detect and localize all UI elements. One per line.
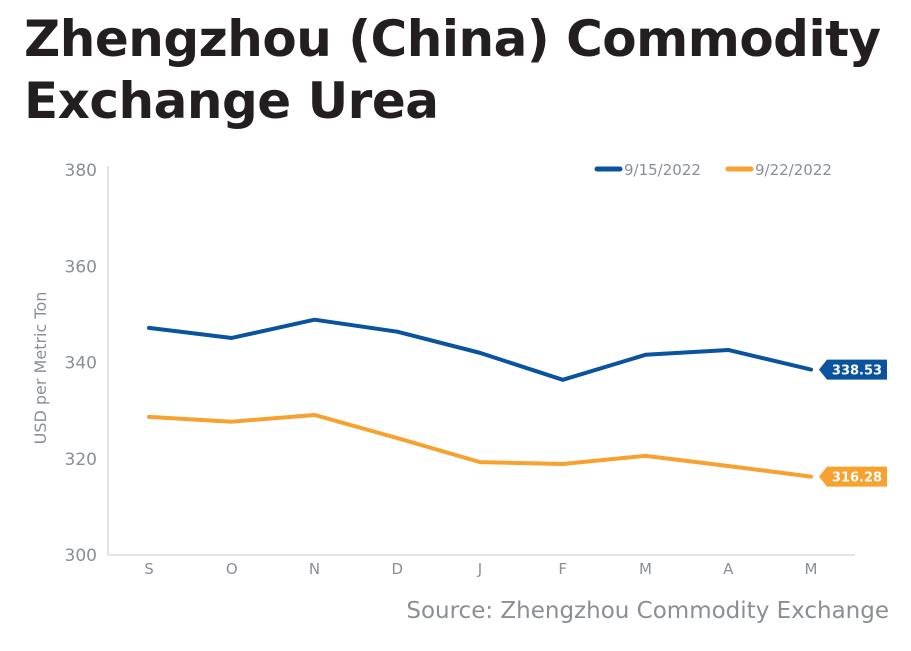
series-lines <box>147 317 813 479</box>
end-label-0: 338.53 <box>819 359 887 380</box>
end-label-text: 316.28 <box>832 471 882 486</box>
end-label-box <box>819 466 887 487</box>
x-tick-label: J <box>477 560 482 578</box>
end-label-1: 316.28 <box>819 466 887 487</box>
y-tick-label: 360 <box>65 257 97 277</box>
x-tick-label: A <box>723 560 734 578</box>
end-value-labels: 338.53 316.28 <box>819 359 887 487</box>
x-tick-label: F <box>558 560 567 578</box>
y-tick-label: 340 <box>65 354 97 374</box>
source-note: Source: Zhengzhou Commodity Exchange <box>406 598 889 624</box>
legend-label: 9/22/2022 <box>755 161 832 179</box>
chart-title: Zhengzhou (China) Commodity Exchange Ure… <box>24 10 881 130</box>
end-label-box <box>819 359 887 380</box>
x-tick-label: N <box>309 560 320 578</box>
x-tick-label: S <box>144 560 154 578</box>
legend-label: 9/15/2022 <box>624 161 701 179</box>
legend-item-9-15-2022: 9/15/2022 <box>594 161 701 179</box>
series-line-9-22-2022 <box>147 412 813 479</box>
x-tick-label: M <box>805 560 818 578</box>
x-tick-label: O <box>226 560 238 578</box>
y-tick-label: 380 <box>65 161 97 181</box>
legend: 9/15/2022 9/22/2022 <box>594 161 832 179</box>
y-tick-label: 300 <box>65 546 97 566</box>
end-label-text: 338.53 <box>832 364 882 379</box>
series-line-9-15-2022 <box>147 317 813 382</box>
y-axis-label: USD per Metric Ton <box>31 292 50 445</box>
x-tick-label: M <box>639 560 652 578</box>
y-tick-label: 320 <box>65 450 97 470</box>
axes <box>107 166 855 556</box>
legend-item-9-22-2022: 9/22/2022 <box>725 161 832 179</box>
x-tick-label: D <box>391 560 403 578</box>
y-tick-labels: 300 320 340 360 380 <box>65 161 97 566</box>
